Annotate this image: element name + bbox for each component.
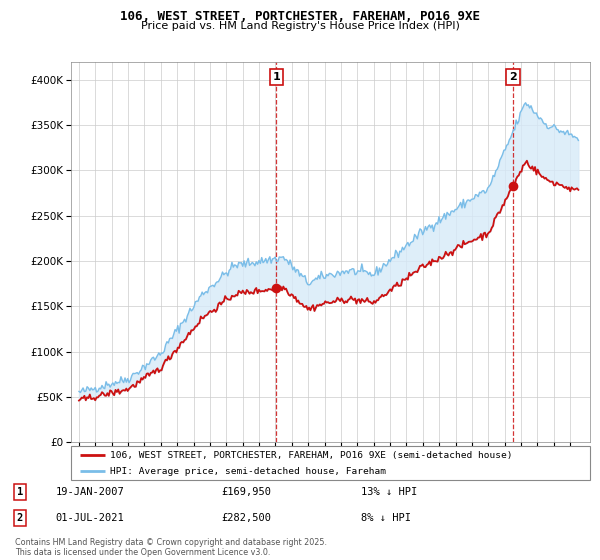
Text: 1: 1: [17, 487, 23, 497]
Text: 13% ↓ HPI: 13% ↓ HPI: [361, 487, 418, 497]
Text: Price paid vs. HM Land Registry's House Price Index (HPI): Price paid vs. HM Land Registry's House …: [140, 21, 460, 31]
Text: HPI: Average price, semi-detached house, Fareham: HPI: Average price, semi-detached house,…: [110, 466, 386, 475]
Text: 1: 1: [272, 72, 280, 82]
Text: 106, WEST STREET, PORTCHESTER, FAREHAM, PO16 9XE: 106, WEST STREET, PORTCHESTER, FAREHAM, …: [120, 10, 480, 23]
Text: 2: 2: [17, 513, 23, 523]
Text: £169,950: £169,950: [221, 487, 272, 497]
Text: Contains HM Land Registry data © Crown copyright and database right 2025.
This d: Contains HM Land Registry data © Crown c…: [15, 538, 327, 557]
FancyBboxPatch shape: [71, 446, 590, 480]
Text: 106, WEST STREET, PORTCHESTER, FAREHAM, PO16 9XE (semi-detached house): 106, WEST STREET, PORTCHESTER, FAREHAM, …: [110, 451, 512, 460]
Text: 19-JAN-2007: 19-JAN-2007: [56, 487, 124, 497]
Text: £282,500: £282,500: [221, 513, 272, 523]
Text: 2: 2: [509, 72, 517, 82]
Text: 8% ↓ HPI: 8% ↓ HPI: [361, 513, 411, 523]
Text: 01-JUL-2021: 01-JUL-2021: [56, 513, 124, 523]
